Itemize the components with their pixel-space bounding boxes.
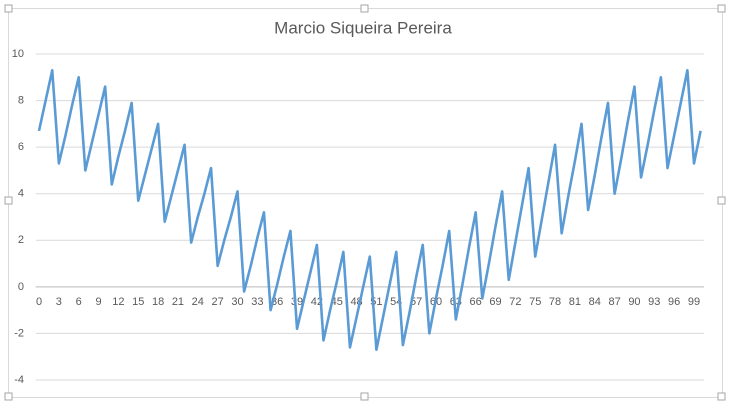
y-tick-label: 2 [18,234,24,246]
x-tick-label: 9 [95,296,101,308]
y-tick-label: 4 [18,188,24,200]
chart-area[interactable] [8,8,723,398]
y-tick-label: -4 [14,374,24,386]
chart-title: Marcio Siqueira Pereira [274,18,452,37]
selection-handles [4,4,726,401]
x-tick-label: 33 [251,296,263,308]
x-tick-label: 15 [132,296,144,308]
x-tick-label: 96 [668,296,680,308]
x-tick-label: 24 [192,296,204,308]
x-tick-label: 90 [628,296,640,308]
x-tick-label: 99 [688,296,700,308]
y-tick-label: 6 [18,141,24,153]
x-tick-label: 69 [489,296,501,308]
x-tick-label: 0 [36,296,42,308]
x-tick-label: 87 [608,296,620,308]
y-tick-label: 10 [12,48,24,60]
x-tick-label: 27 [212,296,224,308]
x-tick-label: 72 [509,296,521,308]
y-tick-label: 8 [18,94,24,106]
x-tick-label: 81 [569,296,581,308]
x-tick-label: 3 [56,296,62,308]
data-line [37,69,702,352]
x-tick-label: 78 [549,296,561,308]
x-tick-label: 21 [172,296,184,308]
x-tick-label: 12 [112,296,124,308]
y-tick-label: -2 [14,327,24,339]
x-tick-label: 66 [470,296,482,308]
x-tick-label: 75 [529,296,541,308]
x-tick-label: 30 [231,296,243,308]
x-tick-label: 6 [76,296,82,308]
y-tick-label: 0 [18,281,24,293]
x-tick-label: 18 [152,296,164,308]
x-tick-label: 93 [648,296,660,308]
x-tick-label: 84 [589,296,601,308]
